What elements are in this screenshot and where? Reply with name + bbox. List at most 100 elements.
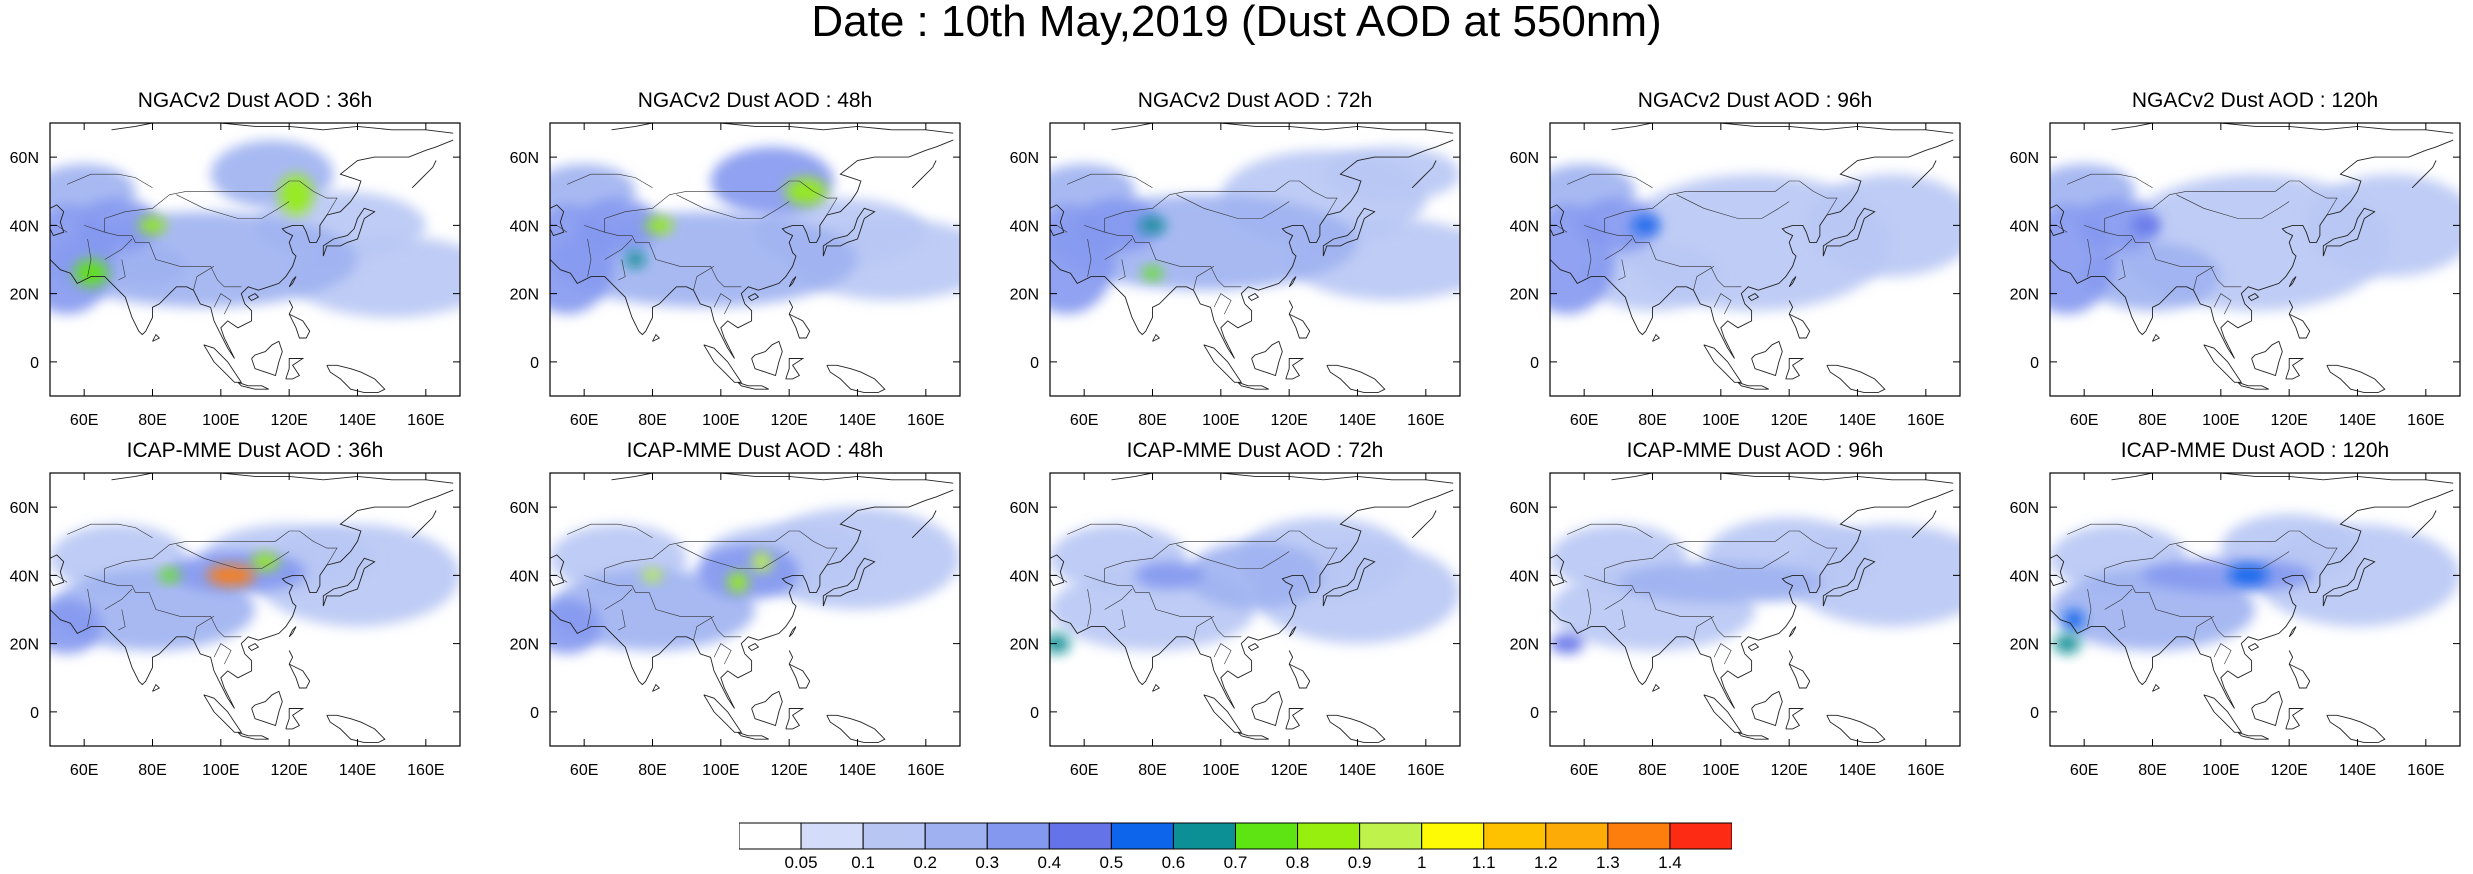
aod-blob [1138, 216, 1167, 234]
coastline [1788, 276, 1797, 288]
aod-blob [2084, 242, 2221, 311]
coastline [1826, 364, 1886, 394]
aod-blob [1142, 266, 1163, 280]
colorbar-swatch [1669, 822, 1732, 850]
lat-tick-label: 0 [1530, 705, 1539, 722]
lon-tick-label: 80E [638, 412, 666, 429]
aod-blob [1632, 216, 1660, 234]
coastline [1251, 340, 1283, 377]
lat-tick-label: 40N [510, 568, 539, 585]
border [1587, 238, 1592, 277]
coastline [152, 333, 161, 342]
border [213, 293, 232, 315]
lat-tick-label: 0 [30, 705, 39, 722]
panel-icap-mme-48h: ICAP-MME Dust AOD : 48h 60E 80E 100E 120E 140… [500, 439, 1000, 799]
lat-tick-label: 0 [1030, 705, 1039, 722]
coastline [2237, 731, 2269, 740]
aod-blob [727, 571, 749, 593]
lat-tick-label: 20N [1510, 287, 1539, 304]
coastlines [50, 123, 454, 394]
lon-tick-label: 160E [2407, 762, 2444, 779]
lat-tick-label: 20N [10, 287, 39, 304]
coastline [2050, 489, 2454, 709]
panel-icap-mme-120h: ICAP-MME Dust AOD : 120h 60E 80E 100E 120E 14… [2000, 439, 2473, 799]
aod-blob [50, 204, 115, 315]
aod-blob [1550, 633, 1585, 654]
coastline [785, 708, 805, 730]
coastline [203, 344, 243, 383]
border [1118, 259, 1126, 281]
aod-blob [696, 544, 800, 600]
border [1693, 266, 1715, 291]
coastline [1411, 160, 1437, 189]
border [1104, 530, 1338, 583]
panel-ngacv2-48h: NGACv2 Dust AOD : 48h 60E 80E 100E 120E 140E 1… [500, 89, 1000, 449]
coastline [1788, 300, 1811, 339]
border [618, 259, 626, 281]
lat-tick-label: 20N [510, 637, 539, 654]
panel-title: ICAP-MME Dust AOD : 72h [1126, 439, 1384, 462]
coastline [2285, 708, 2305, 730]
border [2213, 293, 2232, 315]
border [1084, 575, 1242, 638]
dust-aod-map: 60E 80E 100E 120E 140E 160E 60N 40N 20N 0 [10, 122, 461, 429]
map-frame [2049, 122, 2461, 397]
aod-blob [625, 250, 646, 269]
lon-tick-label: 120E [1270, 762, 1307, 779]
aod-blob [210, 140, 334, 209]
coastline [2251, 340, 2283, 377]
coastline [1747, 643, 1760, 652]
coastline [703, 344, 743, 383]
aod-blob [1550, 204, 1615, 315]
coastlines [1550, 123, 1954, 394]
border [693, 616, 715, 641]
coastline [288, 276, 297, 288]
coastline [785, 358, 805, 380]
lon-tick-label: 100E [202, 412, 239, 429]
panel-title: NGACv2 Dust AOD : 72h [1137, 89, 1373, 112]
colorbar-swatch [800, 822, 864, 850]
lat-tick-label: 0 [530, 705, 539, 722]
dust-aod-map: 60E 80E 100E 120E 140E 160E 60N 40N 20N 0 [1010, 472, 1461, 779]
border [1676, 194, 1790, 219]
coastline [1751, 340, 1783, 377]
coastline [1785, 708, 1805, 730]
lat-tick-label: 0 [2030, 355, 2039, 372]
lat-tick-label: 60N [2010, 150, 2039, 167]
border [1176, 194, 1290, 219]
coastline [703, 694, 743, 733]
lat-tick-label: 0 [1530, 355, 1539, 372]
lat-tick-label: 40N [1010, 568, 1039, 585]
lon-tick-label: 80E [138, 412, 166, 429]
lat-tick-label: 60N [510, 500, 539, 517]
panel-ngacv2-72h: NGACv2 Dust AOD : 72h 60E 80E 100E 120E 140E 1… [1000, 89, 1500, 449]
lon-tick-label: 140E [339, 412, 376, 429]
coastline [2288, 650, 2311, 689]
coastline [550, 489, 954, 709]
border [104, 530, 338, 583]
colorbar-swatch [1359, 822, 1423, 850]
coastline [1050, 139, 1454, 359]
coastline [2152, 683, 2161, 692]
border [693, 266, 715, 291]
coastline [2288, 276, 2297, 288]
colorbar-label: 0.4 [1037, 853, 1061, 870]
map-frame [1549, 122, 1961, 397]
lat-tick-label: 0 [30, 355, 39, 372]
coastline [1737, 381, 1769, 390]
coastline [1326, 714, 1386, 744]
colorbar-swatch [1483, 822, 1547, 850]
border [2176, 544, 2290, 569]
lon-tick-label: 140E [339, 762, 376, 779]
coastline [2326, 714, 2386, 744]
colorbar-label: 0.8 [1286, 853, 1310, 870]
lon-tick-label: 100E [1702, 762, 1739, 779]
aod-blob [1050, 204, 1115, 315]
aod-blob [278, 174, 314, 216]
border [566, 523, 653, 539]
coastline [826, 714, 886, 744]
coastline [1237, 381, 1269, 390]
coastline [788, 276, 797, 288]
coastline [1911, 510, 1937, 539]
lon-tick-label: 80E [1638, 412, 1666, 429]
